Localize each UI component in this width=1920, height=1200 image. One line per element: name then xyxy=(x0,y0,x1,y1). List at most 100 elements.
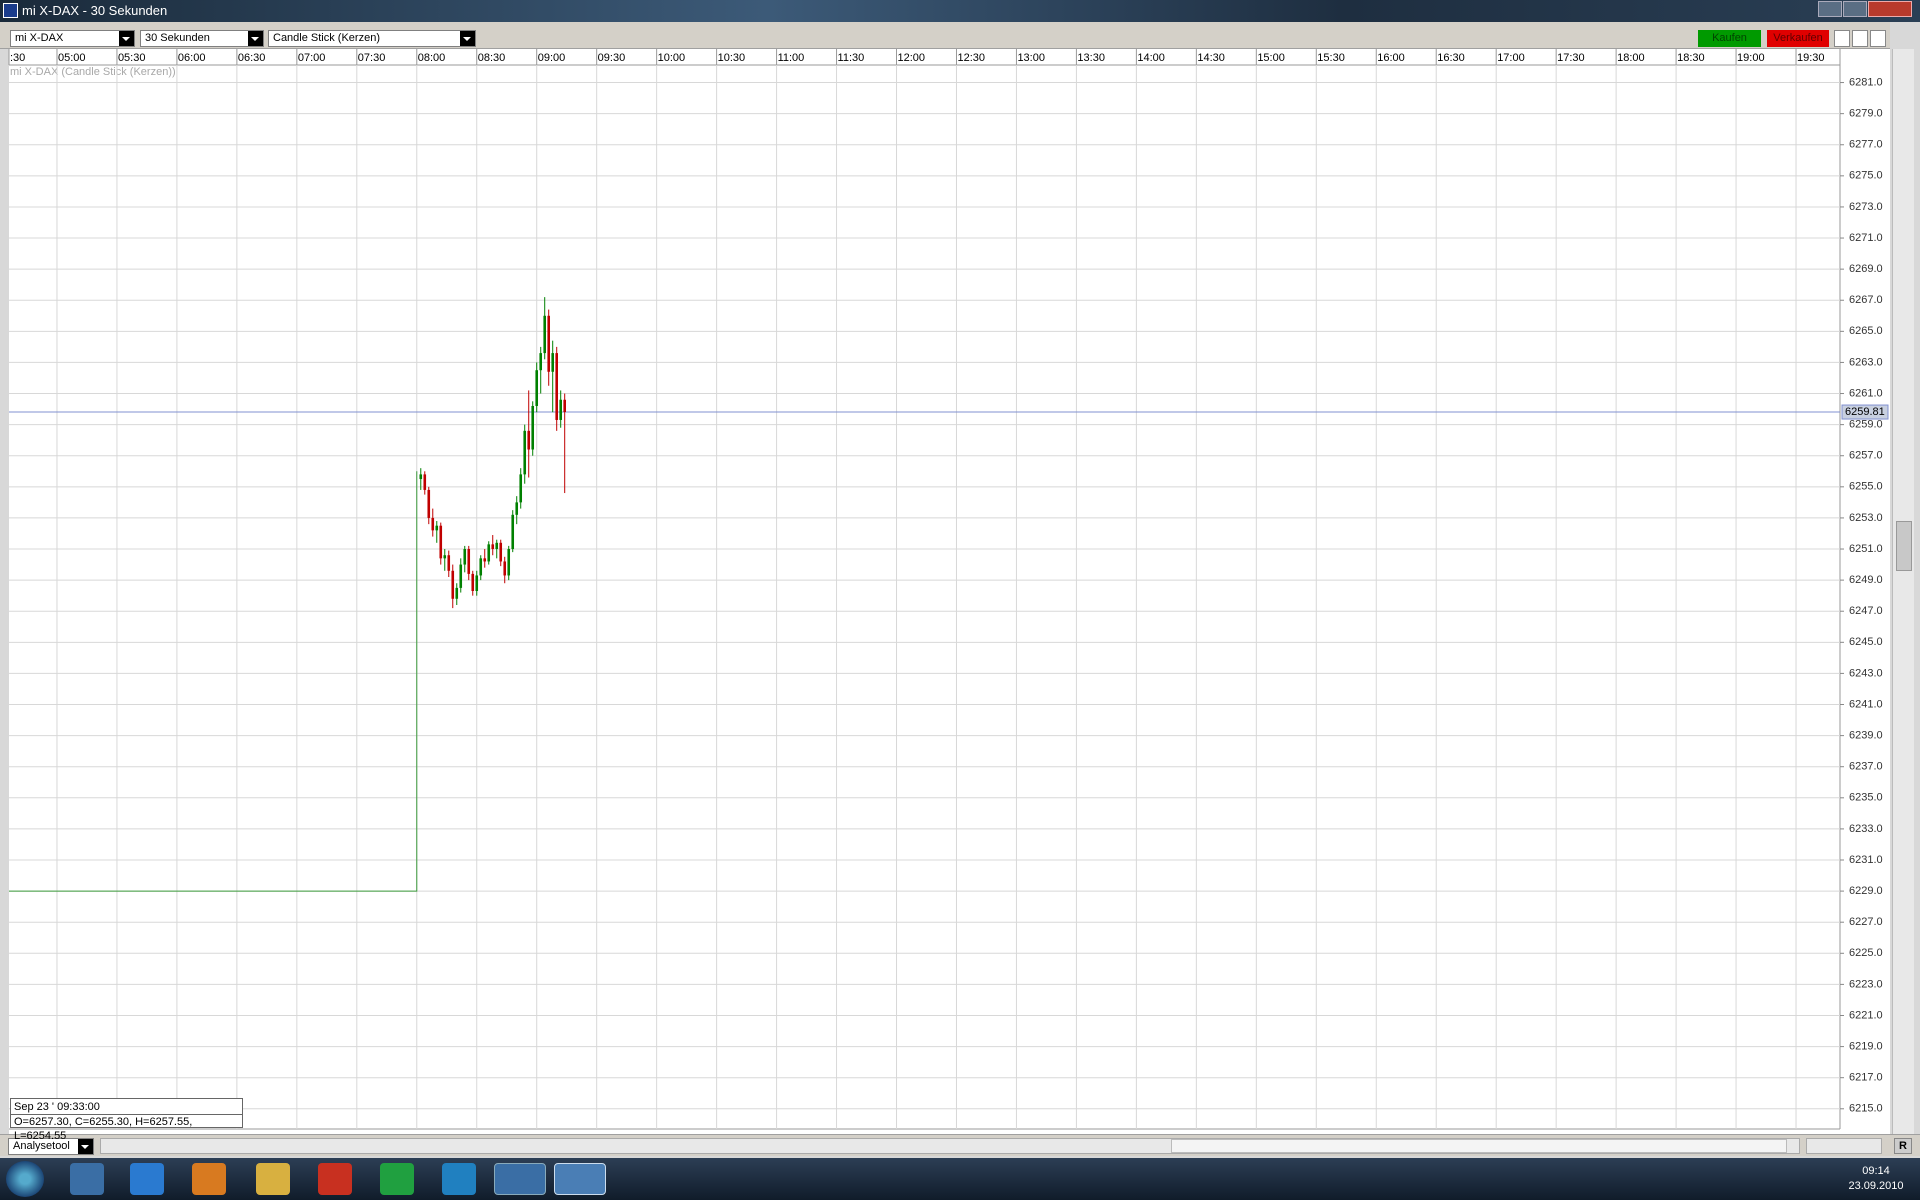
y-tick-label: 6235.0 xyxy=(1849,792,1883,804)
zoom-control[interactable] xyxy=(1806,1138,1882,1154)
candle-body xyxy=(519,474,523,503)
candle-body xyxy=(475,575,479,592)
toolbar: mi X-DAX 30 Sekunden Candle Stick (Kerze… xyxy=(0,22,1890,49)
y-tick-label: 6249.0 xyxy=(1849,574,1883,586)
app-icon xyxy=(3,3,18,18)
last-price-box xyxy=(1841,404,1889,420)
candle-body xyxy=(539,353,543,371)
tool-button[interactable] xyxy=(1870,30,1886,47)
candle-body xyxy=(507,549,511,576)
y-tick-label: 6261.0 xyxy=(1849,387,1883,399)
scroll-thumb[interactable] xyxy=(1171,1139,1787,1153)
taskbar-app[interactable] xyxy=(130,1163,164,1195)
title-bar: mi X-DAX - 30 Sekunden xyxy=(0,0,1920,22)
candle-body xyxy=(559,399,562,420)
taskbar-app[interactable] xyxy=(192,1163,226,1195)
candle-body xyxy=(515,502,519,515)
candle-body xyxy=(531,405,535,450)
candle-body xyxy=(555,353,559,420)
candle-body xyxy=(419,474,423,480)
taskbar-app[interactable] xyxy=(70,1163,104,1195)
y-tick-label: 6275.0 xyxy=(1849,170,1883,182)
tool-button[interactable] xyxy=(1852,30,1868,47)
y-tick-label: 6277.0 xyxy=(1849,139,1883,151)
reset-button[interactable]: R xyxy=(1894,1138,1912,1154)
x-tick-label: 06:00 xyxy=(178,52,206,64)
x-tick-label: 09:00 xyxy=(538,52,566,64)
x-tick-label: 16:00 xyxy=(1377,52,1405,64)
x-tick-label: 10:00 xyxy=(658,52,686,64)
instrument-dropdown[interactable]: mi X-DAX xyxy=(10,30,135,47)
footer-bar: Analysetool R xyxy=(0,1134,1920,1156)
info-box: Sep 23 ' 09:33:00 O=6257.30, C=6255.30, … xyxy=(10,1098,243,1142)
x-tick-label: 06:30 xyxy=(238,52,266,64)
taskbar-app[interactable] xyxy=(554,1163,606,1195)
candle-body xyxy=(535,370,539,406)
x-tick-label: 12:00 xyxy=(898,52,926,64)
y-tick-label: 6233.0 xyxy=(1849,823,1883,835)
taskbar-app[interactable] xyxy=(256,1163,290,1195)
candle-body xyxy=(511,514,515,550)
style-dropdown[interactable]: Candle Stick (Kerzen) xyxy=(268,30,476,47)
y-tick-label: 6241.0 xyxy=(1849,698,1883,710)
taskbar: 09:14 23.09.2010 xyxy=(0,1158,1920,1200)
maximize-button[interactable] xyxy=(1843,1,1867,17)
horizontal-scrollbar[interactable] xyxy=(100,1138,1800,1154)
candle-body xyxy=(459,564,463,588)
taskbar-app[interactable] xyxy=(494,1163,546,1195)
candle-body xyxy=(551,353,555,372)
taskbar-app[interactable] xyxy=(442,1163,476,1195)
y-tick-label: 6215.0 xyxy=(1849,1103,1883,1115)
y-tick-label: 6237.0 xyxy=(1849,761,1883,773)
candle-body xyxy=(463,549,467,565)
x-tick-label: :30 xyxy=(10,52,25,64)
y-tick-label: 6273.0 xyxy=(1849,201,1883,213)
taskbar-app[interactable] xyxy=(318,1163,352,1195)
candle-body xyxy=(543,315,547,354)
analysis-dropdown[interactable]: Analysetool xyxy=(8,1138,94,1155)
y-tick-label: 6223.0 xyxy=(1849,978,1883,990)
window-title: mi X-DAX - 30 Sekunden xyxy=(22,3,168,18)
info-date: Sep 23 ' 09:33:00 xyxy=(14,1101,100,1113)
x-tick-label: 09:30 xyxy=(598,52,626,64)
y-tick-label: 6217.0 xyxy=(1849,1072,1883,1084)
y-tick-label: 6247.0 xyxy=(1849,605,1883,617)
last-price-label: 6259.81 xyxy=(1845,406,1885,418)
candle-body xyxy=(443,555,447,559)
chart: mi X-DAX (Candle Stick (Kerzen)) 6215.0 6… xyxy=(8,49,1890,1134)
y-tick-label: 6239.0 xyxy=(1849,730,1883,742)
close-button[interactable] xyxy=(1868,1,1912,17)
y-tick-label: 6227.0 xyxy=(1849,916,1883,928)
x-tick-label: 15:30 xyxy=(1317,52,1345,64)
candle-body xyxy=(491,544,495,550)
y-tick-label: 6263.0 xyxy=(1849,356,1883,368)
y-tick-label: 6229.0 xyxy=(1849,885,1883,897)
candle-body xyxy=(451,570,455,599)
sell-button[interactable]: Verkaufen xyxy=(1767,30,1829,47)
y-tick-label: 6221.0 xyxy=(1849,1009,1883,1021)
taskbar-app[interactable] xyxy=(380,1163,414,1195)
minimize-button[interactable] xyxy=(1818,1,1842,17)
x-tick-label: 07:30 xyxy=(358,52,386,64)
y-tick-label: 6219.0 xyxy=(1849,1040,1883,1052)
y-tick-label: 6243.0 xyxy=(1849,667,1883,679)
y-tick-label: 6271.0 xyxy=(1849,232,1883,244)
candle-body xyxy=(563,399,566,413)
tool-button[interactable] xyxy=(1834,30,1850,47)
x-tick-label: 05:00 xyxy=(58,52,86,64)
chart-label: mi X-DAX (Candle Stick (Kerzen)) xyxy=(10,66,176,78)
scroll-thumb[interactable] xyxy=(1896,521,1912,571)
x-tick-label: 07:00 xyxy=(298,52,326,64)
buy-button[interactable]: Kaufen xyxy=(1698,30,1761,47)
interval-dropdown[interactable]: 30 Sekunden xyxy=(140,30,264,47)
x-tick-label: 05:30 xyxy=(118,52,146,64)
candle-body xyxy=(499,542,503,562)
candle-body xyxy=(547,315,551,372)
vertical-scrollbar[interactable] xyxy=(1892,49,1914,1134)
start-button[interactable] xyxy=(6,1161,44,1197)
candle-body xyxy=(479,558,483,576)
y-tick-label: 6259.0 xyxy=(1849,419,1883,431)
x-tick-label: 11:00 xyxy=(778,52,805,64)
candle-body xyxy=(447,555,451,571)
